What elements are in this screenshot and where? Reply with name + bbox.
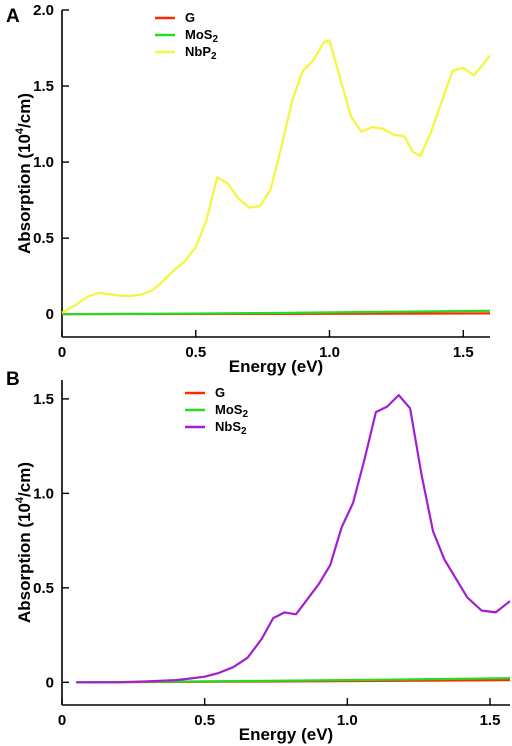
x-tick-label: 1.5: [453, 344, 474, 361]
y-tick-label: 1.0: [33, 154, 54, 171]
x-tick-label: 0: [58, 712, 66, 729]
series-line-nbp2: [61, 39, 491, 314]
series-line-mos2: [61, 309, 491, 316]
y-tick-label: 0.5: [33, 580, 54, 597]
y-tick-label: 1.0: [33, 485, 54, 502]
y-axis-label: Absorption (104/cm): [14, 462, 34, 623]
x-tick-label: 0: [58, 344, 66, 361]
x-tick-label: 1.5: [480, 712, 501, 729]
x-tick-label: 0.5: [185, 344, 206, 361]
legend-label-g: G: [185, 10, 195, 25]
legend-label-nbp2: NbP2: [185, 44, 217, 62]
y-axis-label: Absorption (104/cm): [14, 93, 34, 254]
x-tick-label: 0.5: [194, 712, 215, 729]
x-tick-label: 1.0: [337, 712, 358, 729]
y-tick-label: 0: [46, 674, 54, 691]
y-tick-label: 1.5: [33, 78, 54, 95]
y-tick-label: 2.0: [33, 2, 54, 19]
panel-label: A: [6, 6, 20, 27]
legend-label-mos2: MoS2: [185, 27, 218, 45]
chart-panel-b: 0 0.5 1.0 1.5 0 0.5 1.0 1.5 Energy (eV) Absorptio…: [6, 369, 511, 744]
y-tick-label: 0: [46, 306, 54, 323]
panel-label: B: [6, 369, 20, 390]
legend-label-g: G: [215, 385, 225, 400]
x-axis-label: Energy (eV): [229, 357, 323, 376]
x-axis-label: Energy (eV): [239, 725, 333, 744]
y-tick-label: 1.5: [33, 391, 54, 408]
chart-panel-a: 0 0.5 1.0 1.5 2.0 0 0.5 1.0 1.5 Energy (eV) Absorp…: [6, 2, 491, 376]
x-tick-label: 1.0: [319, 344, 340, 361]
y-tick-label: 0.5: [33, 230, 54, 247]
legend-label-mos2: MoS2: [215, 402, 248, 420]
legend-label-nbs2: NbS2: [215, 419, 247, 437]
series-line-nbs2: [76, 394, 511, 684]
